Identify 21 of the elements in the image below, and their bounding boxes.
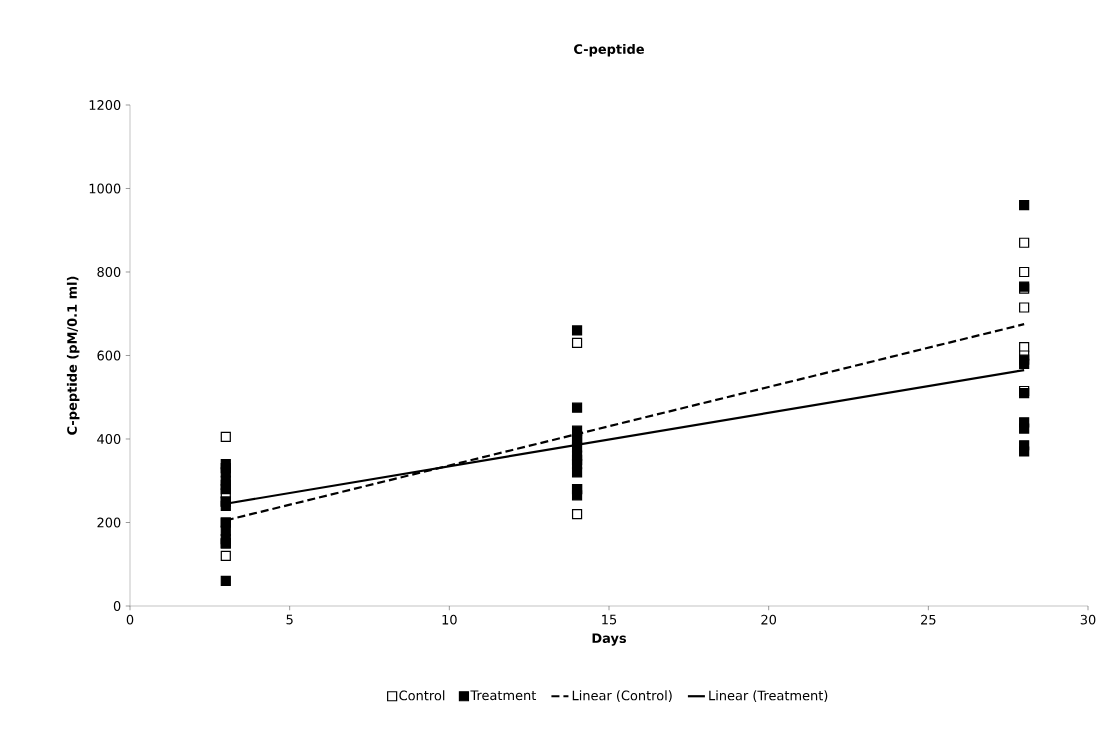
x-tick-label: 20: [761, 614, 777, 625]
x-tick-label: 25: [921, 614, 936, 625]
y-tick-label: 400: [97, 434, 121, 444]
y-tick-label: 200: [97, 517, 121, 528]
legend-label: Treatment: [470, 690, 537, 701]
x-tick-label: 30: [1080, 614, 1096, 625]
y-axis-title: C-peptide (pM/0.1 ml): [66, 276, 80, 435]
chart-title: C-peptide: [574, 43, 644, 57]
legend-label: Linear (Treatment): [709, 690, 828, 702]
x-tick-label: 0: [126, 614, 134, 625]
x-axis-title: Days: [592, 633, 627, 646]
y-tick-label: 0: [113, 601, 121, 611]
y-tick-label: 1200: [89, 100, 121, 110]
x-tick-label: 15: [602, 614, 617, 625]
y-tick-label: 1000: [89, 183, 121, 194]
legend-label: Linear (Control): [572, 690, 672, 702]
y-tick-label: 800: [97, 267, 121, 277]
y-tick-label: 600: [97, 350, 121, 361]
x-tick-label: 5: [286, 614, 293, 625]
legend-label: Control: [399, 690, 445, 701]
x-tick-label: 10: [442, 614, 457, 625]
